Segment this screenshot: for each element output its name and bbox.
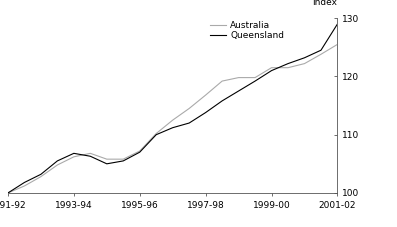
- Australia: [236, 76, 241, 79]
- Australia: [55, 164, 60, 166]
- Queensland: [252, 80, 257, 82]
- Australia: [335, 43, 340, 46]
- Queensland: [335, 23, 340, 25]
- Queensland: [55, 160, 60, 162]
- Australia: [154, 132, 159, 135]
- Australia: [71, 155, 76, 158]
- Queensland: [121, 160, 125, 162]
- Australia: [6, 192, 10, 194]
- Australia: [39, 175, 43, 178]
- Queensland: [236, 90, 241, 92]
- Queensland: [88, 155, 93, 158]
- Australia: [302, 62, 307, 65]
- Queensland: [318, 49, 323, 52]
- Queensland: [154, 133, 159, 136]
- Australia: [137, 150, 142, 152]
- Queensland: [137, 151, 142, 153]
- Queensland: [6, 192, 10, 194]
- Queensland: [220, 99, 225, 102]
- Australia: [22, 185, 27, 187]
- Australia: [187, 107, 191, 110]
- Queensland: [71, 152, 76, 155]
- Australia: [88, 152, 93, 155]
- Queensland: [104, 163, 109, 165]
- Line: Queensland: Queensland: [8, 24, 337, 193]
- Australia: [286, 66, 291, 69]
- Queensland: [269, 69, 274, 72]
- Queensland: [286, 62, 291, 65]
- Text: index: index: [312, 0, 337, 7]
- Queensland: [203, 111, 208, 114]
- Australia: [318, 53, 323, 56]
- Australia: [269, 66, 274, 69]
- Australia: [170, 119, 175, 121]
- Australia: [121, 158, 125, 160]
- Queensland: [170, 126, 175, 129]
- Line: Australia: Australia: [8, 44, 337, 193]
- Australia: [252, 76, 257, 79]
- Queensland: [187, 122, 191, 124]
- Australia: [203, 94, 208, 96]
- Queensland: [22, 181, 27, 184]
- Legend: Australia, Queensland: Australia, Queensland: [210, 21, 284, 40]
- Australia: [220, 80, 225, 82]
- Queensland: [39, 173, 43, 176]
- Queensland: [302, 57, 307, 59]
- Australia: [104, 158, 109, 160]
